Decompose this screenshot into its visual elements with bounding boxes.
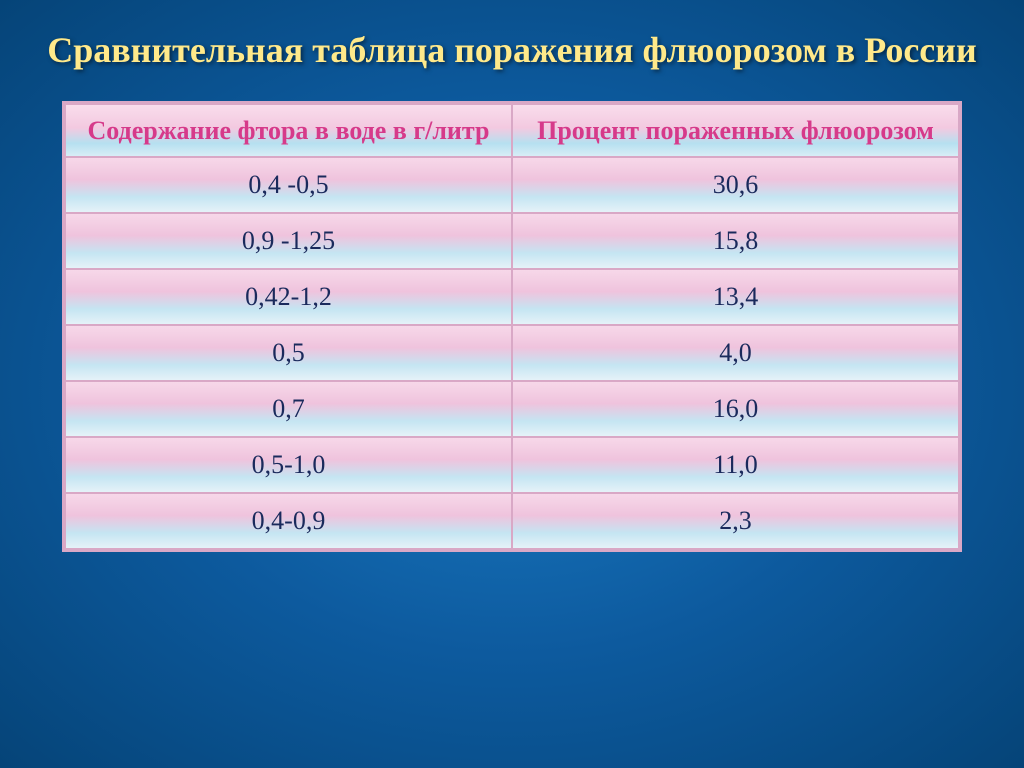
column-header-percent: Процент пораженных флюорозом bbox=[512, 104, 959, 157]
table-row: 0,9 -1,25 15,8 bbox=[65, 213, 959, 269]
column-header-fluorine: Содержание фтора в воде в г/литр bbox=[65, 104, 512, 157]
table-row: 0,5 4,0 bbox=[65, 325, 959, 381]
cell-fluorine: 0,9 -1,25 bbox=[65, 213, 512, 269]
slide-title: Сравнительная таблица поражения флюорозо… bbox=[7, 28, 1017, 73]
cell-fluorine: 0,4-0,9 bbox=[65, 493, 512, 549]
table-row: 0,4 -0,5 30,6 bbox=[65, 157, 959, 213]
table-row: 0,4-0,9 2,3 bbox=[65, 493, 959, 549]
cell-fluorine: 0,5 bbox=[65, 325, 512, 381]
cell-percent: 16,0 bbox=[512, 381, 959, 437]
cell-fluorine: 0,4 -0,5 bbox=[65, 157, 512, 213]
cell-percent: 15,8 bbox=[512, 213, 959, 269]
table-header-row: Содержание фтора в воде в г/литр Процент… bbox=[65, 104, 959, 157]
table-row: 0,7 16,0 bbox=[65, 381, 959, 437]
table-row: 0,42-1,2 13,4 bbox=[65, 269, 959, 325]
cell-fluorine: 0,7 bbox=[65, 381, 512, 437]
cell-fluorine: 0,42-1,2 bbox=[65, 269, 512, 325]
cell-percent: 4,0 bbox=[512, 325, 959, 381]
comparison-table-wrap: Содержание фтора в воде в г/литр Процент… bbox=[62, 101, 962, 552]
cell-percent: 13,4 bbox=[512, 269, 959, 325]
cell-percent: 2,3 bbox=[512, 493, 959, 549]
comparison-table: Содержание фтора в воде в г/литр Процент… bbox=[64, 103, 960, 550]
cell-percent: 11,0 bbox=[512, 437, 959, 493]
table-row: 0,5-1,0 11,0 bbox=[65, 437, 959, 493]
cell-percent: 30,6 bbox=[512, 157, 959, 213]
cell-fluorine: 0,5-1,0 bbox=[65, 437, 512, 493]
